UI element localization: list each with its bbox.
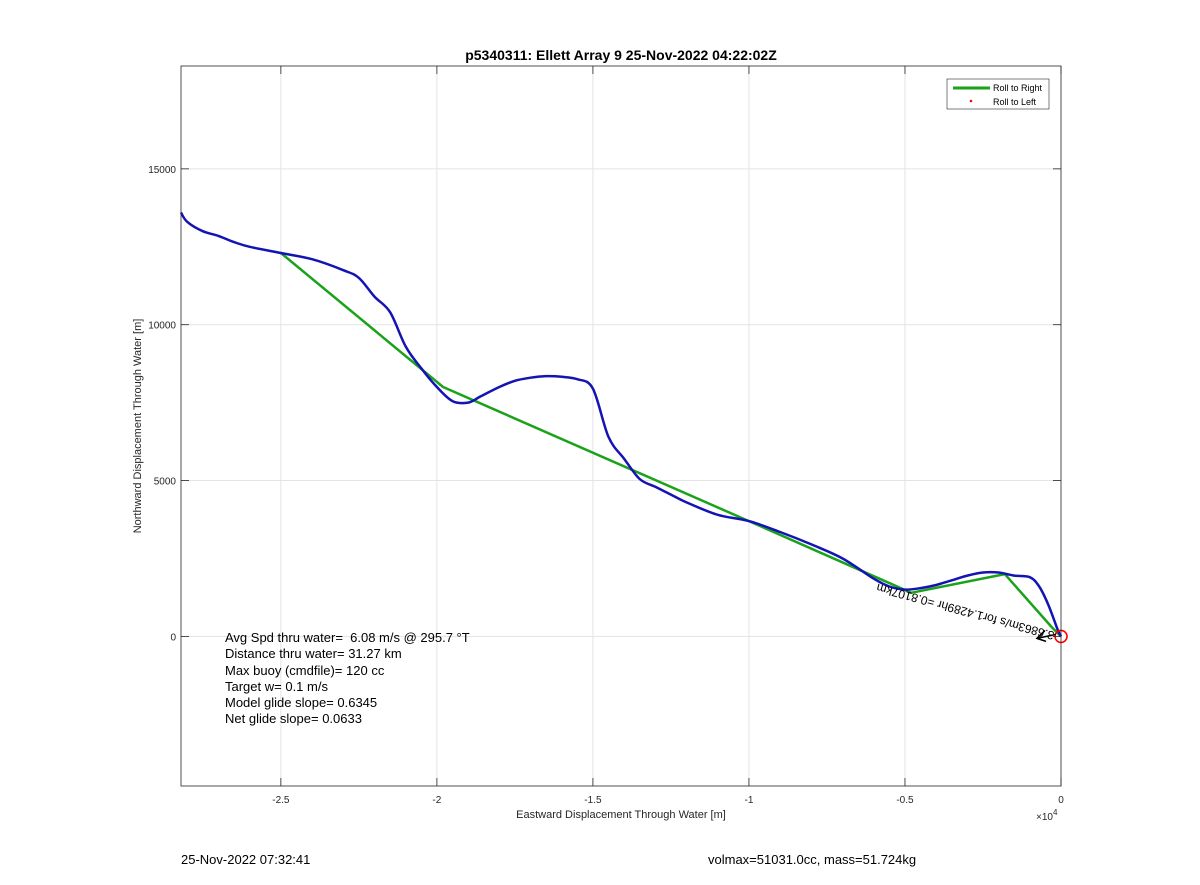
- stat-distance: Distance thru water= 31.27 km: [225, 646, 402, 662]
- x-exponent-label: ×104: [1036, 808, 1058, 823]
- series-track-line: [179, 211, 1063, 638]
- footer-timestamp: 25-Nov-2022 07:32:41: [181, 852, 311, 867]
- legend-swatch-roll-left: [969, 99, 973, 103]
- y-tick-label: 15000: [148, 165, 176, 176]
- y-tick-label: 5000: [154, 477, 177, 488]
- current-arrow-shaft: [1036, 633, 1057, 640]
- x-exponent-power: 4: [1053, 808, 1058, 817]
- legend-box: [946, 78, 1050, 110]
- x-exponent-base: ×10: [1036, 812, 1053, 823]
- x-tick-label: -0.5: [896, 795, 914, 806]
- x-tick-label: -1: [744, 795, 753, 806]
- axis-ticks: -2.5 -2 -1.5 -1 -0.5 0 0 5000 10000 15000: [148, 66, 1064, 806]
- stat-net-glide: Net glide slope= 0.0633: [225, 711, 362, 727]
- legend-label-roll-left: Roll to Left: [993, 97, 1037, 107]
- x-tick-label: -1.5: [584, 795, 602, 806]
- plot-box: [180, 65, 1062, 787]
- y-axis-label: Northward Displacement Through Water [m]: [132, 319, 144, 534]
- stats-block: Avg Spd thru water= 6.08 m/s @ 295.7 °T …: [225, 630, 470, 728]
- x-tick-label: 0: [1058, 795, 1064, 806]
- plot-area: [181, 66, 1061, 786]
- stat-model-glide: Model glide slope= 0.6345: [225, 695, 378, 711]
- stat-max-buoy: Max buoy (cmdfile)= 120 cc: [225, 662, 385, 678]
- y-tick-label: 10000: [148, 321, 176, 332]
- stat-avg-speed: Avg Spd thru water= 6.08 m/s @ 295.7 °T: [225, 630, 470, 645]
- x-axis-label: Eastward Displacement Through Water [m]: [516, 809, 726, 821]
- legend: Roll to Right Roll to Left: [946, 78, 1050, 110]
- series-layer: [179, 211, 1063, 638]
- series-roll-to-right-line: [280, 252, 1062, 638]
- footer-vol-mass: volmax=51031.0cc, mass=51.724kg: [708, 852, 917, 867]
- x-tick-label: -2.5: [272, 795, 290, 806]
- chart-title: p5340311: Ellett Array 9 25-Nov-2022 04:…: [465, 47, 777, 63]
- legend-label-roll-right: Roll to Right: [993, 83, 1043, 93]
- y-tick-label: 0: [170, 632, 176, 643]
- x-tick-label: -2: [432, 795, 441, 806]
- current-arrow-head: [1035, 629, 1047, 643]
- stat-target-w: Target w= 0.1 m/s: [225, 678, 328, 694]
